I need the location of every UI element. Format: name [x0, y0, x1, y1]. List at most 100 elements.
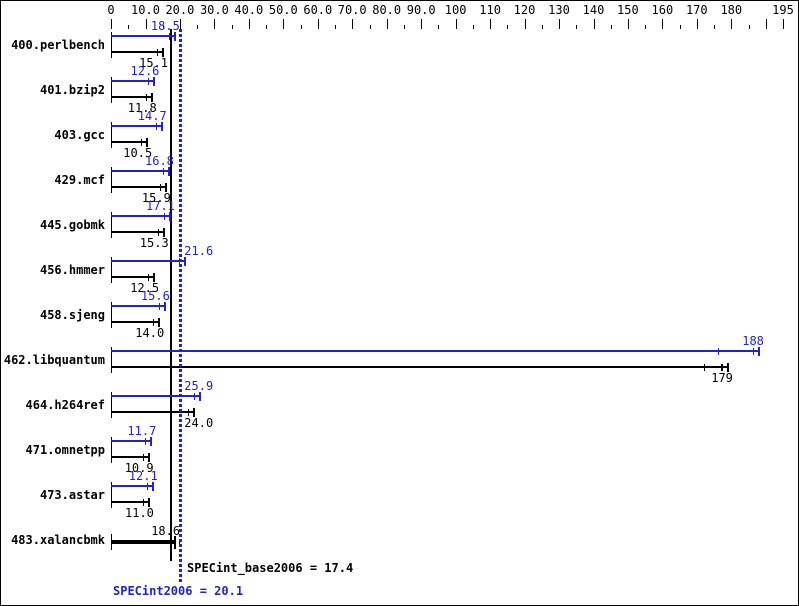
- base-run-tick: [159, 183, 161, 191]
- axis-tick-major: [662, 19, 664, 29]
- peak-run-tick: [145, 437, 147, 445]
- base-value-label: 12.5: [130, 281, 160, 295]
- benchmark-label: 429.mcf: [54, 173, 105, 187]
- base-bar: [111, 276, 155, 278]
- axis-tick-label: 90.0: [406, 3, 436, 17]
- peak-bar-cap: [757, 346, 760, 356]
- base-bar: [111, 321, 160, 323]
- benchmark-label: 400.perlbench: [11, 38, 105, 52]
- base-value-label: 15.9: [141, 191, 171, 205]
- axis-tick-major: [248, 19, 250, 29]
- base-bar-cap: [153, 272, 156, 282]
- peak-bar: [111, 350, 759, 352]
- base-bar-cap: [162, 227, 165, 237]
- peak-bar: [111, 35, 175, 37]
- base-bar-cap: [162, 47, 164, 57]
- base-value-label: 10.5: [123, 146, 153, 160]
- base-run-tick: [157, 228, 159, 236]
- benchmark-label: 464.h264ref: [25, 398, 105, 412]
- axis-tick-major: [524, 19, 526, 29]
- axis-tick-label: 170: [685, 3, 708, 17]
- axis-tick-label: 140: [582, 3, 605, 17]
- base-bar-cap: [150, 92, 153, 102]
- peak-bar: [111, 305, 165, 307]
- axis-tick-minor: [197, 25, 199, 29]
- peak-bar-cap: [153, 76, 156, 86]
- axis-tick-label: 120: [513, 3, 536, 17]
- peak-summary-text: SPECint2006 = 20.1: [113, 584, 244, 598]
- axis-tick-minor: [679, 25, 681, 29]
- peak-run-tick: [146, 482, 148, 490]
- peak-bar-cap: [173, 31, 176, 41]
- axis-tick-major: [696, 19, 698, 29]
- base-bar-cap: [726, 362, 729, 372]
- base-value-label: 11.8: [127, 101, 157, 115]
- axis-tick-major: [352, 19, 354, 29]
- base-summary-text: SPECint_base2006 = 17.4: [187, 561, 354, 575]
- axis-tick-major: [731, 19, 733, 29]
- row-origin-tick: [111, 167, 112, 193]
- peak-bar-cap: [163, 301, 166, 311]
- benchmark-label: 445.gobmk: [39, 218, 105, 232]
- axis-tick-label: 160: [651, 3, 674, 17]
- axis-tick-label: 40.0: [234, 3, 264, 17]
- axis-tick-major: [283, 19, 285, 29]
- benchmark-label: 401.bzip2: [39, 83, 105, 97]
- base-bar-cap: [147, 452, 150, 462]
- axis-tick-major: [145, 19, 147, 29]
- base-bar: [111, 456, 149, 458]
- base-run-tick: [142, 453, 144, 461]
- row-origin-tick: [111, 347, 112, 373]
- base-bar-cap: [164, 182, 167, 192]
- peak-bar-cap: [167, 166, 170, 176]
- peak-value-label: 188: [742, 334, 764, 348]
- base-bar: [111, 51, 163, 53]
- row-origin-tick: [111, 212, 112, 238]
- row-origin-tick: [111, 437, 112, 463]
- axis-tick-major: [386, 19, 388, 29]
- peak-value-label: 17.1: [146, 199, 175, 213]
- base-value-label: 14.0: [135, 326, 165, 340]
- axis-tick-major: [783, 19, 784, 29]
- axis-tick-major: [317, 19, 319, 29]
- base-bar: [111, 366, 728, 368]
- benchmark-label: 462.libquantum: [3, 353, 105, 367]
- row-origin-tick: [111, 77, 112, 103]
- axis-tick-minor: [576, 25, 578, 29]
- peak-value-label: 18.5: [150, 19, 180, 33]
- axis-tick-label: 60.0: [303, 3, 333, 17]
- axis-tick-major: [765, 19, 767, 29]
- benchmark-label: 403.gcc: [54, 128, 105, 142]
- peak-value-label: 21.6: [184, 244, 214, 258]
- peak-run-tick: [752, 347, 754, 355]
- base-bar-cap: [146, 137, 149, 147]
- axis-tick-label: 30.0: [199, 3, 229, 17]
- axis-tick-minor: [645, 25, 647, 29]
- base-bar-cap: [158, 317, 161, 327]
- axis-tick-major: [627, 19, 629, 29]
- base-run-tick: [145, 93, 147, 101]
- peak-bar: [111, 170, 169, 172]
- peak-bar-cap: [199, 391, 202, 401]
- base-run-tick: [153, 318, 155, 326]
- axis-tick-major: [490, 19, 492, 29]
- axis-tick-major: [593, 19, 595, 29]
- axis-tick-label: 195: [772, 3, 794, 17]
- row-origin-tick: [111, 32, 112, 58]
- base-value-label: 179: [711, 371, 733, 385]
- axis-tick-major: [214, 19, 216, 29]
- axis-tick-label: 50.0: [268, 3, 298, 17]
- base-bar-cap: [192, 407, 195, 417]
- peak-run-tick: [163, 212, 165, 220]
- axis-tick-minor: [507, 25, 509, 29]
- axis-tick-label: 10.0: [131, 3, 160, 17]
- benchmark-label: 473.astar: [39, 488, 105, 502]
- base-bar: [111, 141, 148, 143]
- peak-bar: [111, 485, 153, 487]
- axis-tick-major: [111, 19, 112, 29]
- peak-reference-line: [179, 29, 182, 584]
- peak-bar-cap: [168, 211, 171, 221]
- axis-tick-minor: [128, 25, 130, 29]
- axis-tick-minor: [472, 25, 474, 29]
- axis-tick-minor: [335, 25, 336, 29]
